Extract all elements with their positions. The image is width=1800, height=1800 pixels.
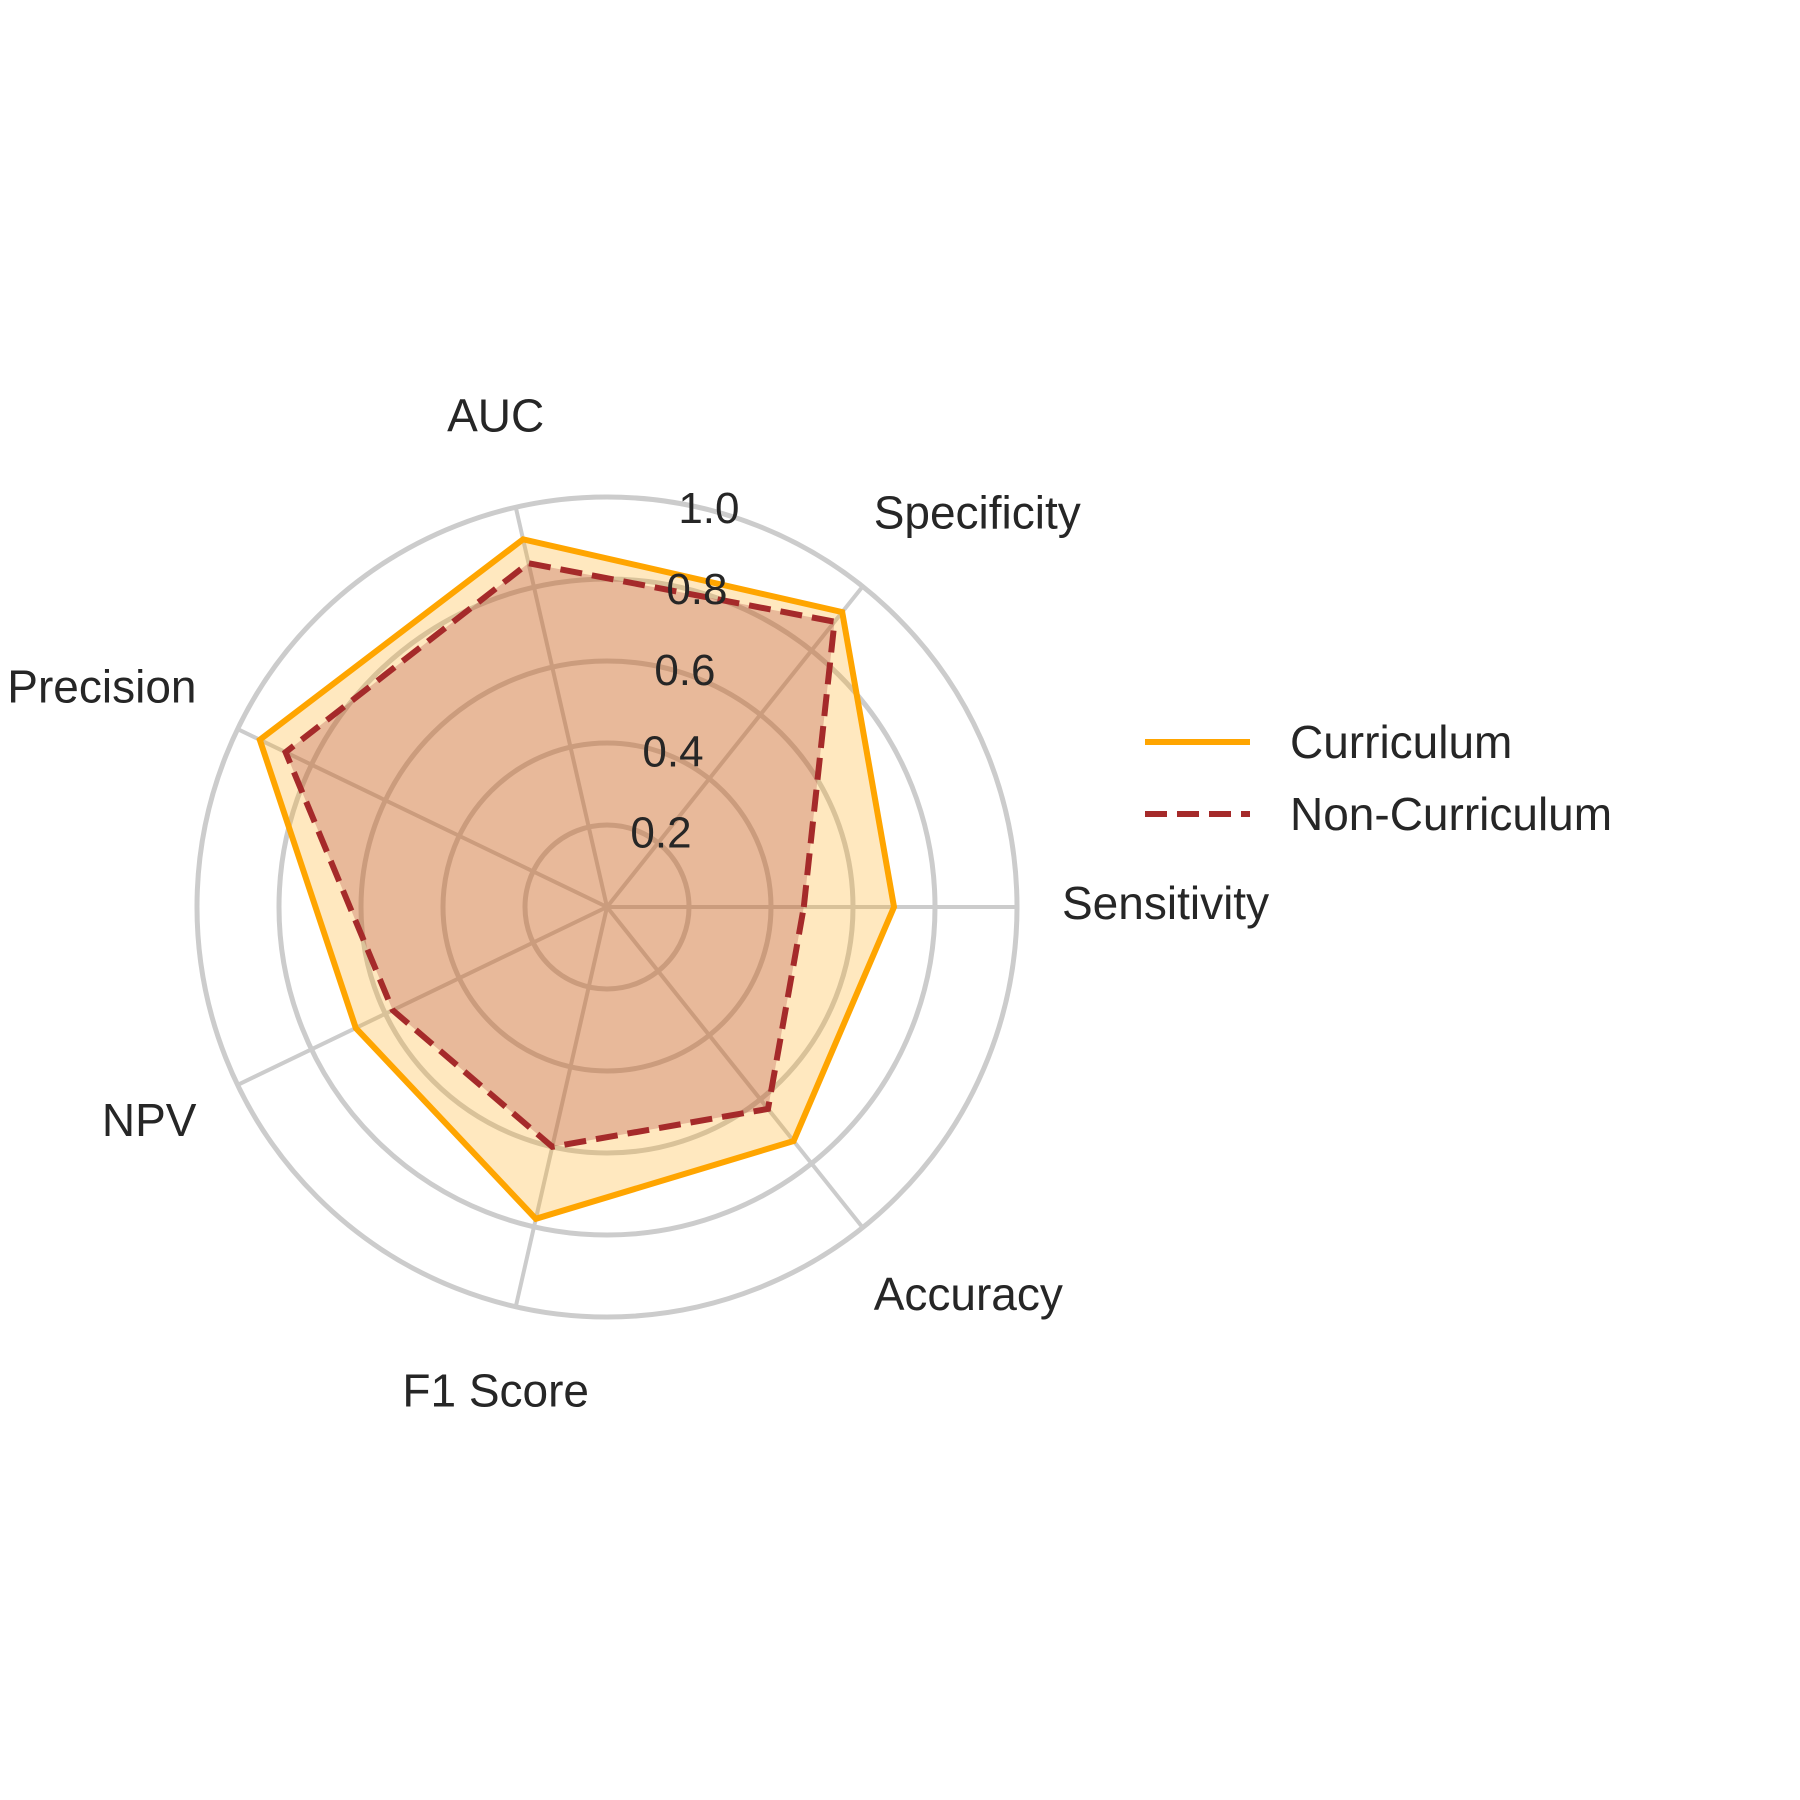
legend-label-non-curriculum: Non-Curriculum [1290, 788, 1612, 840]
grid-spoke-7 [605, 905, 865, 1229]
axis-label-accuracy: Accuracy [874, 1268, 1063, 1320]
series-fill-2 [285, 563, 835, 1147]
radar-series [256, 536, 898, 1223]
axis-label-sensitivity: Sensitivity [1062, 877, 1269, 929]
r-tick-label-3: 0.6 [654, 646, 715, 695]
legend-label-curriculum: Curriculum [1290, 716, 1512, 768]
r-tick-label-1: 0.2 [630, 809, 691, 858]
series-line-1 [256, 536, 898, 1223]
legend: Curriculum Non-Curriculum [1145, 716, 1612, 840]
axis-label-f1-score: F1 Score [402, 1365, 589, 1417]
r-tick-label-4: 0.8 [666, 565, 727, 614]
grid-spoke-2 [605, 585, 865, 909]
grid-spoke-3 [513, 506, 609, 908]
axis-label-specificity: Specificity [874, 486, 1081, 538]
grid-spoke-5 [236, 905, 608, 1087]
radial-tick-labels: 0.2 0.4 0.6 0.8 1.0 [630, 484, 739, 858]
axis-labels: Sensitivity Specificity AUC Precision NPV F1 … [7, 390, 1269, 1417]
axis-label-precision: Precision [7, 660, 196, 712]
axis-label-npv: NPV [102, 1094, 197, 1146]
grid-spoke-4 [236, 727, 608, 909]
radar-grid [194, 494, 1020, 1320]
axis-label-auc: AUC [447, 390, 544, 442]
r-tick-label-2: 0.4 [642, 727, 703, 776]
grid-spoke-6 [513, 906, 609, 1308]
r-tick-label-5: 1.0 [678, 484, 739, 533]
series-fill-1 [259, 539, 894, 1219]
series-line-2 [281, 559, 838, 1150]
